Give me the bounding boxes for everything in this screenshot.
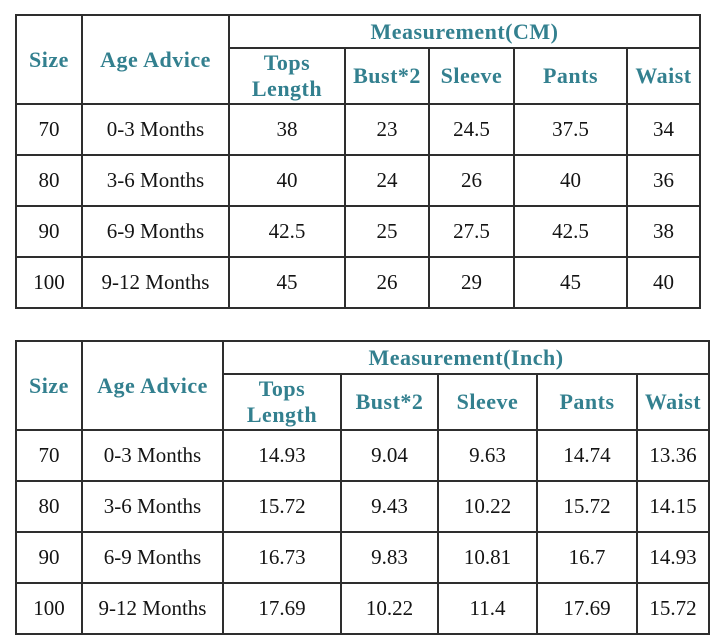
cell-pants: 45: [513, 256, 628, 309]
cell-bust: 25: [344, 205, 430, 258]
cell-tops-length: 38: [228, 103, 346, 156]
cell-waist: 34: [626, 103, 701, 156]
cell-pants: 37.5: [513, 103, 628, 156]
cell-age: 3-6 Months: [81, 480, 224, 533]
table-row: 90 6-9 Months 42.5 25 27.5 42.5 38: [15, 205, 701, 258]
table-row: 100 9-12 Months 45 26 29 45 40: [15, 256, 701, 309]
cell-age: 3-6 Months: [81, 154, 230, 207]
cell-waist: 14.93: [636, 531, 710, 584]
cell-size: 100: [15, 582, 83, 635]
table-row: 90 6-9 Months 16.73 9.83 10.81 16.7 14.9…: [15, 531, 710, 584]
cell-sleeve: 10.81: [437, 531, 538, 584]
cell-size: 80: [15, 154, 83, 207]
cell-age: 6-9 Months: [81, 531, 224, 584]
table-row: 80 3-6 Months 40 24 26 40 36: [15, 154, 701, 207]
cell-bust: 9.83: [340, 531, 439, 584]
cell-tops-length: 14.93: [222, 429, 342, 482]
col-header-waist: Waist: [626, 47, 701, 105]
col-header-tops-length: Tops Length: [228, 47, 346, 105]
cell-pants: 16.7: [536, 531, 638, 584]
cell-pants: 40: [513, 154, 628, 207]
cell-pants: 15.72: [536, 480, 638, 533]
table-row: 100 9-12 Months 17.69 10.22 11.4 17.69 1…: [15, 582, 710, 635]
cell-pants: 42.5: [513, 205, 628, 258]
cell-sleeve: 9.63: [437, 429, 538, 482]
cell-bust: 23: [344, 103, 430, 156]
header-row-sub: Tops Length Bust*2 Sleeve Pants Waist: [16, 373, 710, 431]
header-row-title: Size Age Advice Measurement(Inch): [15, 340, 710, 431]
cell-size: 70: [15, 103, 83, 156]
cell-sleeve: 29: [428, 256, 515, 309]
cell-tops-length: 15.72: [222, 480, 342, 533]
col-header-pants: Pants: [513, 47, 628, 105]
cell-waist: 36: [626, 154, 701, 207]
cell-bust: 24: [344, 154, 430, 207]
cell-sleeve: 11.4: [437, 582, 538, 635]
cell-size: 90: [15, 205, 83, 258]
measurement-cm-title: Measurement(CM): [228, 14, 701, 49]
cell-age: 0-3 Months: [81, 103, 230, 156]
cell-waist: 14.15: [636, 480, 710, 533]
col-header-age-advice: Age Advice: [81, 340, 224, 431]
cell-pants: 14.74: [536, 429, 638, 482]
cell-tops-length: 16.73: [222, 531, 342, 584]
cell-tops-length: 17.69: [222, 582, 342, 635]
size-chart-table-inch: Size Age Advice Measurement(Inch) Tops L…: [15, 340, 710, 635]
cell-age: 9-12 Months: [81, 256, 230, 309]
col-header-sleeve: Sleeve: [428, 47, 515, 105]
cell-bust: 10.22: [340, 582, 439, 635]
cell-sleeve: 26: [428, 154, 515, 207]
cell-sleeve: 24.5: [428, 103, 515, 156]
cell-bust: 9.43: [340, 480, 439, 533]
cell-age: 0-3 Months: [81, 429, 224, 482]
cell-bust: 9.04: [340, 429, 439, 482]
table-row: 80 3-6 Months 15.72 9.43 10.22 15.72 14.…: [15, 480, 710, 533]
cell-size: 90: [15, 531, 83, 584]
table-row: 70 0-3 Months 14.93 9.04 9.63 14.74 13.3…: [15, 429, 710, 482]
size-chart-table-cm: Size Age Advice Measurement(CM) Tops Len…: [15, 14, 701, 309]
cell-waist: 15.72: [636, 582, 710, 635]
cell-age: 6-9 Months: [81, 205, 230, 258]
header-row-title: Size Age Advice Measurement(CM): [15, 14, 701, 105]
cell-bust: 26: [344, 256, 430, 309]
cell-waist: 13.36: [636, 429, 710, 482]
cell-sleeve: 27.5: [428, 205, 515, 258]
col-header-waist: Waist: [636, 373, 710, 431]
col-header-sleeve: Sleeve: [437, 373, 538, 431]
col-header-age-advice: Age Advice: [81, 14, 230, 105]
cell-sleeve: 10.22: [437, 480, 538, 533]
col-header-size: Size: [15, 14, 83, 105]
header-row-sub: Tops Length Bust*2 Sleeve Pants Waist: [16, 47, 701, 105]
col-header-pants: Pants: [536, 373, 638, 431]
cell-tops-length: 45: [228, 256, 346, 309]
measurement-inch-title: Measurement(Inch): [222, 340, 710, 375]
cell-waist: 40: [626, 256, 701, 309]
col-header-tops-length: Tops Length: [222, 373, 342, 431]
cell-size: 70: [15, 429, 83, 482]
col-header-size: Size: [15, 340, 83, 431]
cell-tops-length: 42.5: [228, 205, 346, 258]
cell-age: 9-12 Months: [81, 582, 224, 635]
cell-size: 80: [15, 480, 83, 533]
cell-size: 100: [15, 256, 83, 309]
cell-waist: 38: [626, 205, 701, 258]
cell-pants: 17.69: [536, 582, 638, 635]
col-header-bust: Bust*2: [340, 373, 439, 431]
table-row: 70 0-3 Months 38 23 24.5 37.5 34: [15, 103, 701, 156]
col-header-bust: Bust*2: [344, 47, 430, 105]
cell-tops-length: 40: [228, 154, 346, 207]
